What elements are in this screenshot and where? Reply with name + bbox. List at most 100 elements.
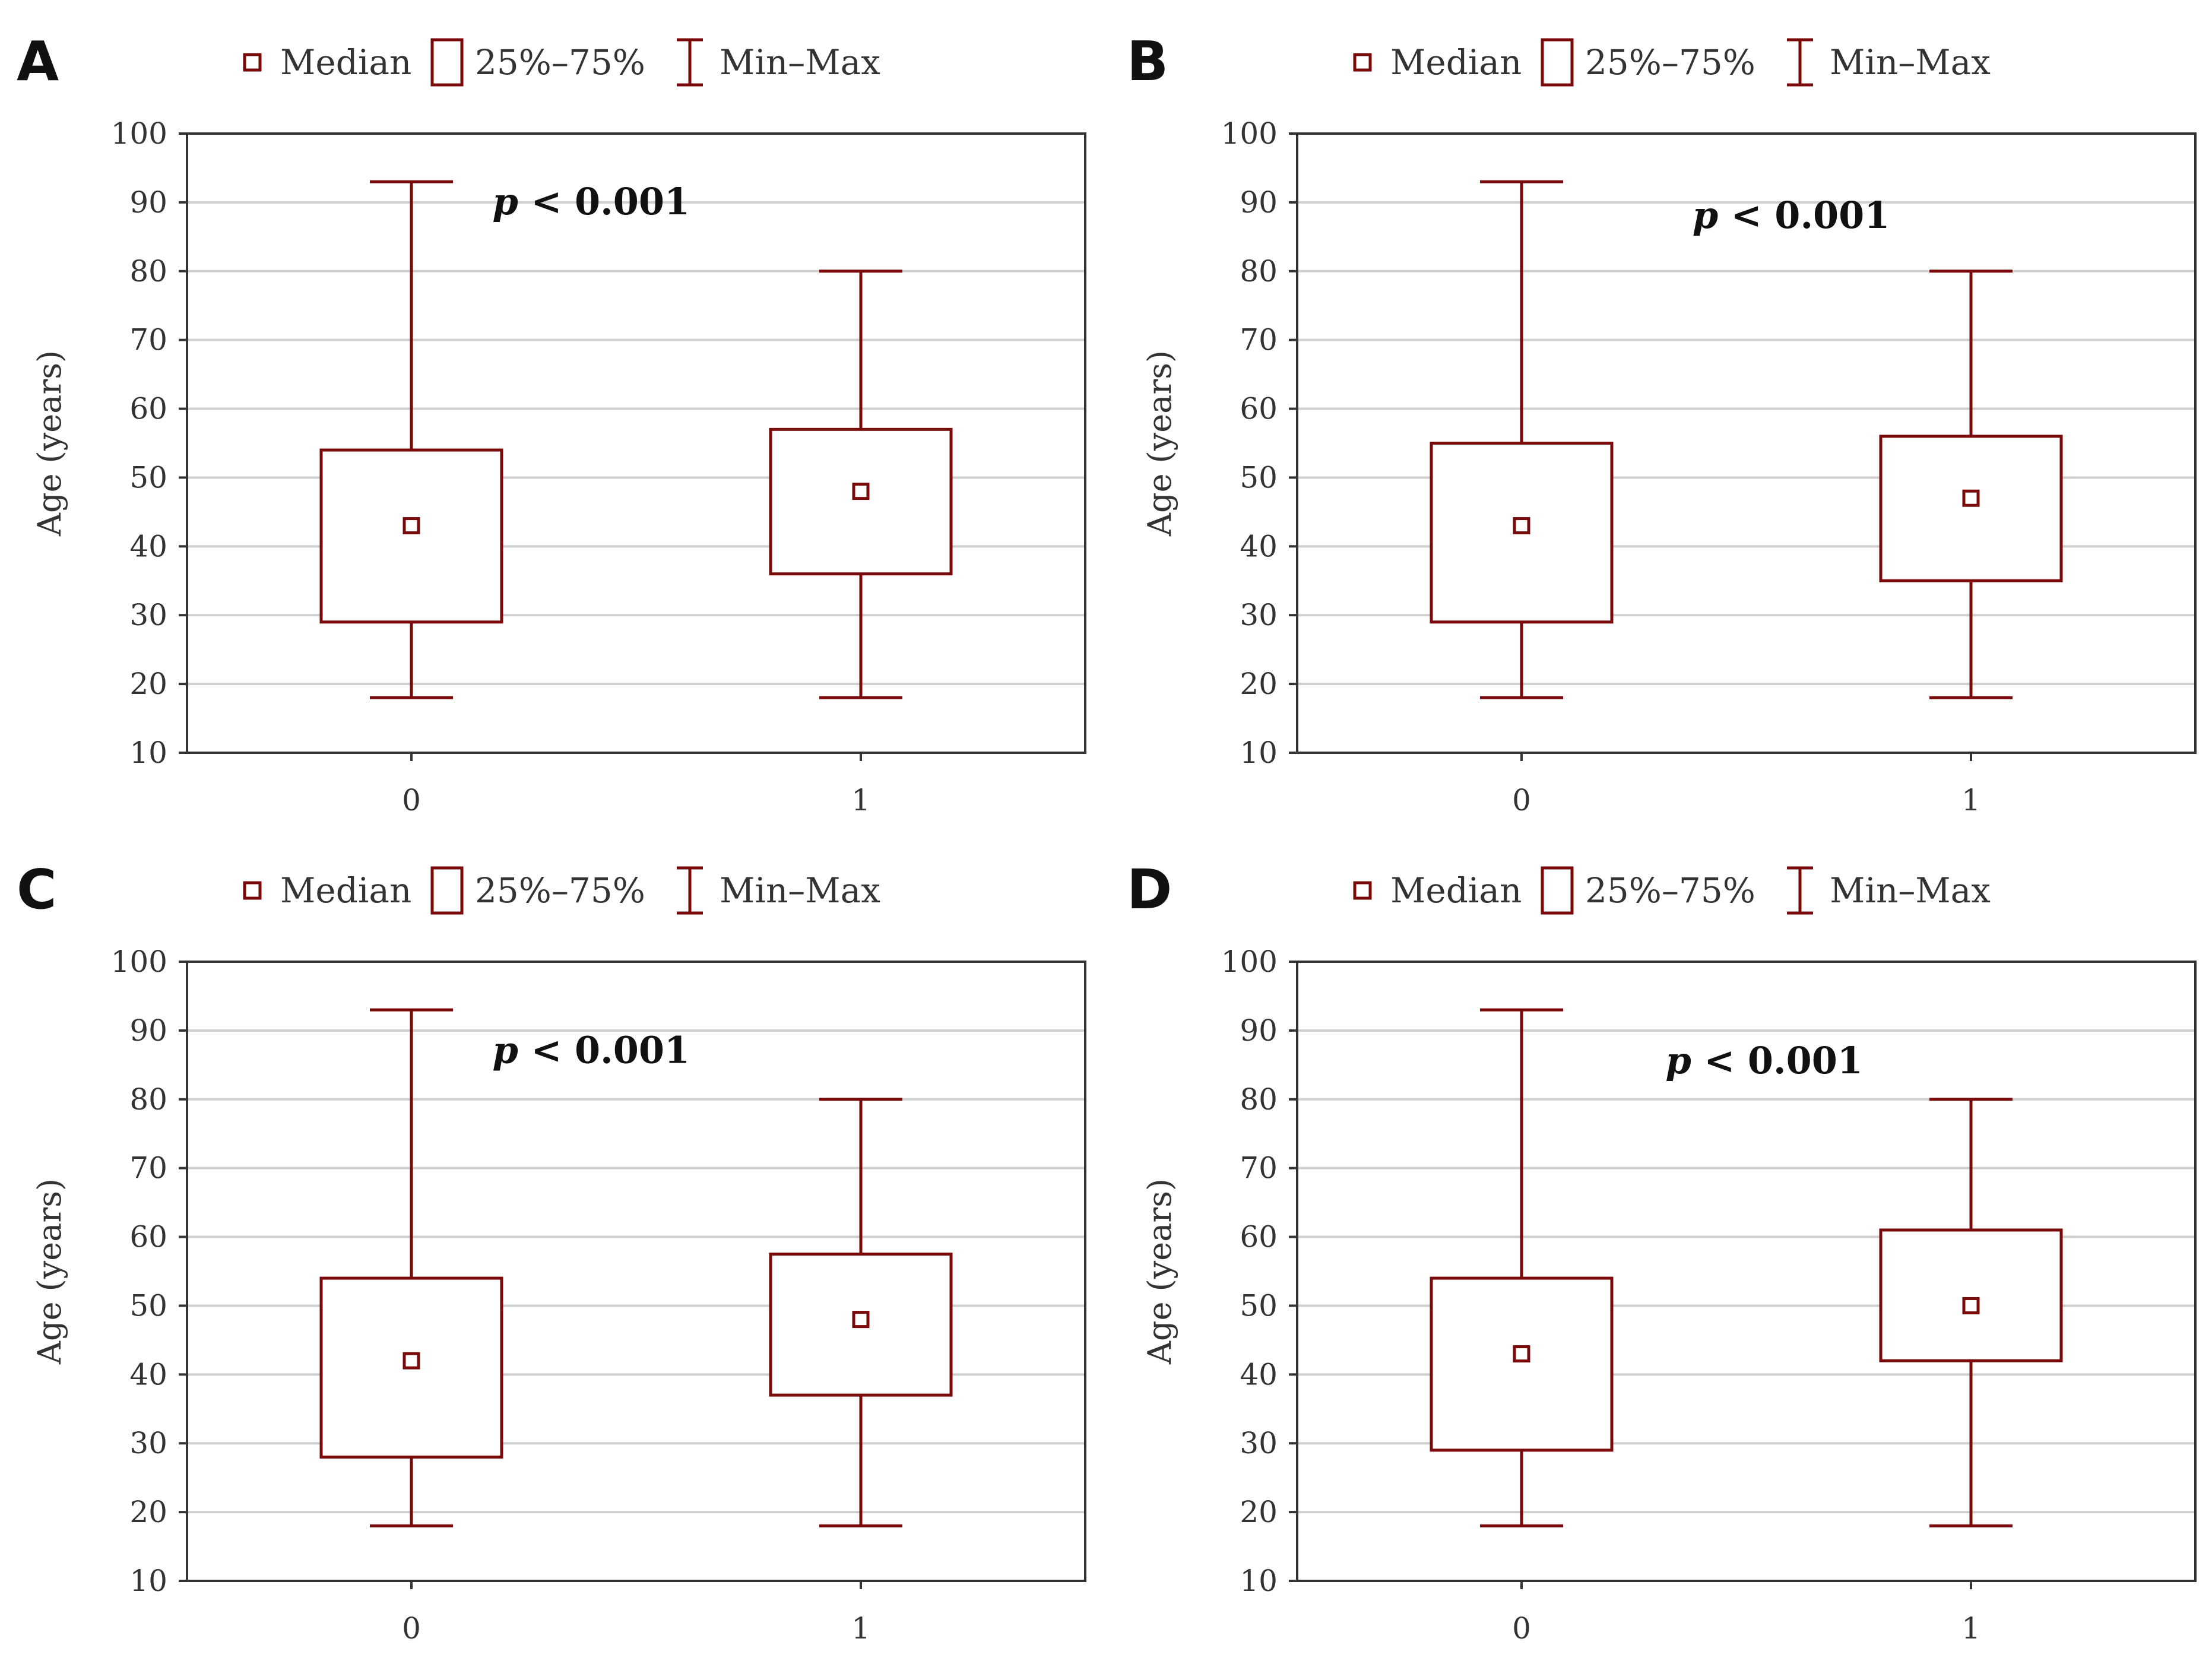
y-tick-label: 50 [129,460,167,495]
p-value-annotation: p < 0.001 [1665,1039,1863,1082]
median-marker [403,1352,420,1370]
box-group-0 [1430,1008,1614,1527]
median-marker [1513,517,1530,535]
y-axis-label: Age (years) [31,1178,68,1365]
y-tick-label: 50 [129,1288,167,1323]
panel-letter: A [17,30,59,93]
panel-letter: C [17,858,57,921]
box-group-0 [319,180,503,699]
legend-median-marker [1353,53,1372,72]
median-marker [403,517,420,535]
x-tick-label: 0 [1512,1611,1531,1646]
legend-range-marker [677,866,703,915]
panel-b: B Median 25%–75% Min–Max1020304050607080901… [1127,30,2197,817]
legend: Median 25%–75% Min–Max [1353,38,1991,87]
legend-median-marker [243,881,262,900]
x-tick-label: 1 [1961,1611,1980,1646]
y-tick-label: 10 [129,1564,167,1598]
legend-range-label: Min–Max [720,870,880,911]
legend-iqr-label: 25%–75% [1585,42,1755,83]
panel-c: C Median 25%–75% Min–Max1020304050607080901… [17,858,1086,1646]
y-axis-label: Age (years) [1141,350,1178,537]
legend-median-label: Median [1390,870,1522,911]
legend-iqr-box [1541,866,1574,915]
y-tick-label: 80 [129,1082,167,1117]
legend-iqr-label: 25%–75% [475,870,645,911]
y-tick-label: 20 [1240,1495,1278,1529]
box-group-1 [769,1098,953,1527]
legend-median-label: Median [280,870,411,911]
y-tick-label: 60 [129,1220,167,1254]
plot-frame [186,132,1086,754]
y-axis-label: Age (years) [31,350,68,537]
legend-range-marker [1787,866,1813,915]
iqr-box [319,448,503,624]
y-tick-label: 90 [129,185,167,220]
legend-median-label: Median [280,42,411,83]
legend-median-marker [1353,881,1372,900]
y-tick-label: 60 [129,392,167,426]
box-group-0 [319,1008,503,1527]
y-axis-label: Age (years) [1141,1178,1178,1365]
y-tick-label: 70 [1240,323,1278,357]
y-tick-label: 100 [1221,116,1278,151]
y-tick-label: 70 [129,1151,167,1186]
box-group-1 [1879,1098,2063,1527]
plot-frame [186,961,1086,1582]
p-value-annotation: p < 0.001 [493,1029,690,1072]
x-tick-label: 1 [851,783,870,817]
x-tick-label: 0 [1512,783,1531,817]
legend-range-label: Min–Max [1830,42,1991,83]
x-tick-label: 0 [402,1611,421,1646]
x-tick-label: 1 [851,1611,870,1646]
y-tick-label: 100 [111,944,167,979]
box-group-1 [769,270,953,699]
y-tick-label: 80 [1240,254,1278,289]
y-tick-label: 10 [1240,736,1278,770]
legend: Median 25%–75% Min–Max [243,866,880,915]
panel-a: A Median 25%–75% Min–Max1020304050607080901… [17,30,1086,817]
legend-iqr-label: 25%–75% [475,42,645,83]
x-tick-label: 1 [1961,783,1980,817]
median-marker [1513,1345,1530,1363]
legend-range-label: Min–Max [720,42,880,83]
plot-frame [1296,132,2197,754]
median-marker [852,483,870,500]
legend: Median 25%–75% Min–Max [243,38,880,87]
plot-frame [1296,961,2197,1582]
legend-range-label: Min–Max [1830,870,1991,911]
y-tick-label: 10 [1240,1564,1278,1598]
box-group-1 [1879,270,2063,699]
y-tick-label: 30 [1240,598,1278,632]
x-tick-label: 0 [402,783,421,817]
legend-iqr-label: 25%–75% [1585,870,1755,911]
iqr-box [1430,1276,1614,1452]
legend-range-marker [677,38,703,87]
legend-range-marker [1787,38,1813,87]
panel-d: D Median 25%–75% Min–Max1020304050607080901… [1127,858,2197,1646]
y-tick-label: 20 [1240,667,1278,701]
p-value-annotation: p < 0.001 [493,180,690,223]
y-tick-label: 40 [1240,529,1278,563]
y-tick-label: 40 [129,1357,167,1392]
iqr-box [769,427,953,576]
legend-iqr-box [1541,38,1574,87]
iqr-box [1879,1228,2063,1362]
legend-median-label: Median [1390,42,1522,83]
y-tick-label: 30 [129,598,167,632]
y-tick-label: 50 [1240,1288,1278,1323]
y-tick-label: 60 [1240,1220,1278,1254]
legend-iqr-box [430,866,464,915]
y-tick-label: 70 [129,323,167,357]
y-tick-label: 50 [1240,460,1278,495]
y-tick-label: 90 [1240,1013,1278,1048]
y-tick-label: 90 [1240,185,1278,220]
y-tick-label: 100 [1221,944,1278,979]
y-tick-label: 20 [129,667,167,701]
y-tick-label: 100 [111,116,167,151]
y-tick-label: 80 [129,254,167,289]
legend: Median 25%–75% Min–Max [1353,866,1991,915]
iqr-box [1879,435,2063,582]
median-marker [852,1311,870,1329]
